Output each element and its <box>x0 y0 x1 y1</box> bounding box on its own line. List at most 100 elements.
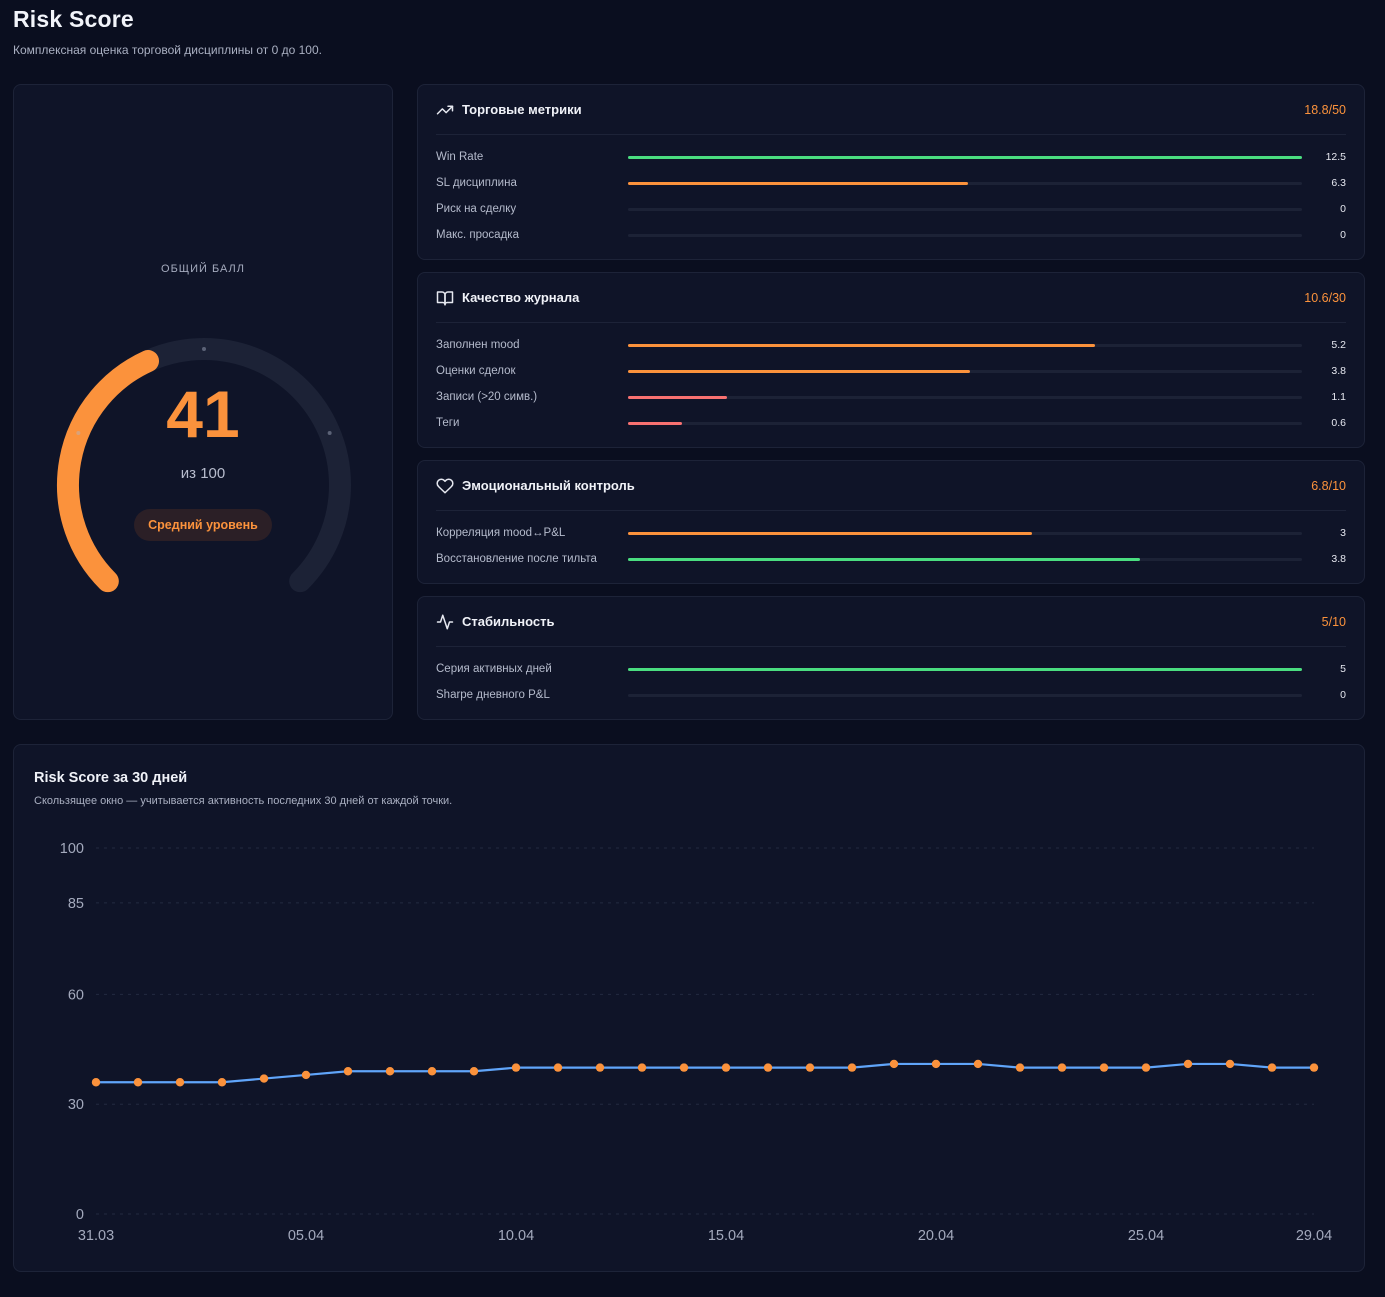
section-title: Качество журнала <box>462 290 580 305</box>
section-score: 10.6/30 <box>1304 290 1346 305</box>
metric-value: 0 <box>1340 203 1346 215</box>
risk-score-line-chart: 0 30 60 85 100 31.03 05.04 10.04 15.04 20.04 25.04… <box>60 841 1332 1244</box>
metric-bar <box>628 395 1302 399</box>
data-point[interactable] <box>1015 1063 1025 1072</box>
metric-bar <box>628 155 1302 159</box>
data-point[interactable] <box>133 1078 143 1087</box>
metric-label: Макс. просадка <box>436 229 519 241</box>
heart-icon <box>436 477 454 495</box>
metric-row: Макс. просадка 0 <box>436 225 1346 245</box>
metric-bar <box>628 343 1302 347</box>
metric-row: Sharpe дневного P&L 0 <box>436 685 1346 705</box>
data-point[interactable] <box>973 1059 983 1069</box>
data-point[interactable] <box>889 1059 899 1069</box>
metric-row: SL дисциплина 6.3 <box>436 173 1346 193</box>
data-point[interactable] <box>259 1074 269 1083</box>
data-point[interactable] <box>763 1063 773 1072</box>
metric-label: Серия активных дней <box>436 663 552 675</box>
section-score: 18.8/50 <box>1304 102 1346 117</box>
metric-row: Теги 0.6 <box>436 413 1346 433</box>
data-point[interactable] <box>1225 1059 1235 1069</box>
metric-bar <box>628 531 1302 535</box>
metric-bar-fill <box>628 531 1033 535</box>
metric-bar <box>628 369 1302 373</box>
data-point[interactable] <box>427 1067 437 1076</box>
metric-value: 3.8 <box>1331 365 1346 377</box>
gauge-tick-dot <box>202 347 206 351</box>
metric-bar <box>628 233 1302 237</box>
metric-row: Корреляция mood↔P&L 3 <box>436 523 1346 543</box>
data-point[interactable] <box>343 1067 353 1076</box>
page-subtitle: Комплексная оценка торговой дисциплины о… <box>13 43 322 57</box>
x-tick-label: 29.04 <box>1296 1228 1332 1244</box>
data-point[interactable] <box>91 1078 101 1087</box>
x-tick-label: 15.04 <box>708 1228 744 1244</box>
metric-row: Записи (>20 симв.) 1.1 <box>436 387 1346 407</box>
data-point[interactable] <box>1183 1059 1193 1069</box>
section-title: Торговые метрики <box>462 102 582 117</box>
metric-value: 5.2 <box>1331 339 1346 351</box>
data-point[interactable] <box>931 1059 941 1069</box>
data-point[interactable] <box>385 1067 395 1076</box>
metric-label: Корреляция mood↔P&L <box>436 527 566 539</box>
metric-bar <box>628 181 1302 185</box>
x-tick-label: 05.04 <box>288 1228 324 1244</box>
data-point[interactable] <box>679 1063 689 1072</box>
metric-bar-fill <box>628 667 1302 671</box>
metric-label: Риск на сделку <box>436 203 517 215</box>
metric-bar <box>628 421 1302 425</box>
data-point[interactable] <box>553 1063 563 1072</box>
section-header: Торговые метрики 18.8/50 <box>436 85 1346 135</box>
metric-row: Восстановление после тильта 3.8 <box>436 549 1346 569</box>
history-chart-card: Risk Score за 30 дней Скользящее окно — … <box>13 744 1365 1272</box>
activity-icon <box>436 613 454 631</box>
data-point[interactable] <box>1141 1063 1151 1072</box>
metric-label: Восстановление после тильта <box>436 553 597 565</box>
metric-row: Риск на сделку 0 <box>436 199 1346 219</box>
metric-label: SL дисциплина <box>436 177 517 189</box>
y-tick-label: 30 <box>68 1097 84 1113</box>
data-point[interactable] <box>595 1063 605 1072</box>
y-tick-label: 85 <box>68 896 84 912</box>
data-point[interactable] <box>1057 1063 1067 1072</box>
metric-row: Win Rate 12.5 <box>436 147 1346 167</box>
metric-label: Оценки сделок <box>436 365 516 377</box>
data-point[interactable] <box>469 1067 479 1076</box>
data-point[interactable] <box>301 1070 311 1080</box>
section-score: 5/10 <box>1321 614 1346 629</box>
metric-row: Серия активных дней 5 <box>436 659 1346 679</box>
level-badge: Средний уровень <box>134 509 272 541</box>
metric-label: Записи (>20 симв.) <box>436 391 538 403</box>
y-tick-label: 0 <box>76 1207 84 1223</box>
data-point[interactable] <box>1267 1063 1277 1072</box>
metric-row: Заполнен mood 5.2 <box>436 335 1346 355</box>
score-gauge <box>57 338 351 593</box>
metric-value: 5 <box>1340 663 1346 675</box>
data-point[interactable] <box>511 1063 521 1072</box>
data-point[interactable] <box>847 1063 857 1072</box>
data-point[interactable] <box>805 1063 815 1072</box>
metric-bar-fill <box>628 421 682 425</box>
metric-row: Оценки сделок 3.8 <box>436 361 1346 381</box>
metric-bar-fill <box>628 181 968 185</box>
data-point[interactable] <box>637 1063 647 1072</box>
metric-value: 0 <box>1340 229 1346 241</box>
data-point[interactable] <box>175 1078 185 1087</box>
metric-value: 3.8 <box>1331 553 1346 565</box>
chart-title: Risk Score за 30 дней <box>34 770 188 786</box>
section-header: Качество журнала 10.6/30 <box>436 273 1346 323</box>
data-point[interactable] <box>217 1078 227 1087</box>
metric-bar <box>628 693 1302 697</box>
overall-score-card: ОБЩИЙ БАЛЛ 41 из 100 Средний уровень <box>13 84 393 720</box>
metric-bar-fill <box>628 395 728 399</box>
section-title: Эмоциональный контроль <box>462 478 635 493</box>
data-point[interactable] <box>721 1063 731 1072</box>
data-point[interactable] <box>1309 1063 1319 1072</box>
x-tick-label: 25.04 <box>1128 1228 1164 1244</box>
metric-value: 3 <box>1340 527 1346 539</box>
metric-bar <box>628 667 1302 671</box>
overall-score-max: из 100 <box>180 465 226 482</box>
data-point[interactable] <box>1099 1063 1109 1072</box>
metric-label: Заполнен mood <box>436 339 520 351</box>
